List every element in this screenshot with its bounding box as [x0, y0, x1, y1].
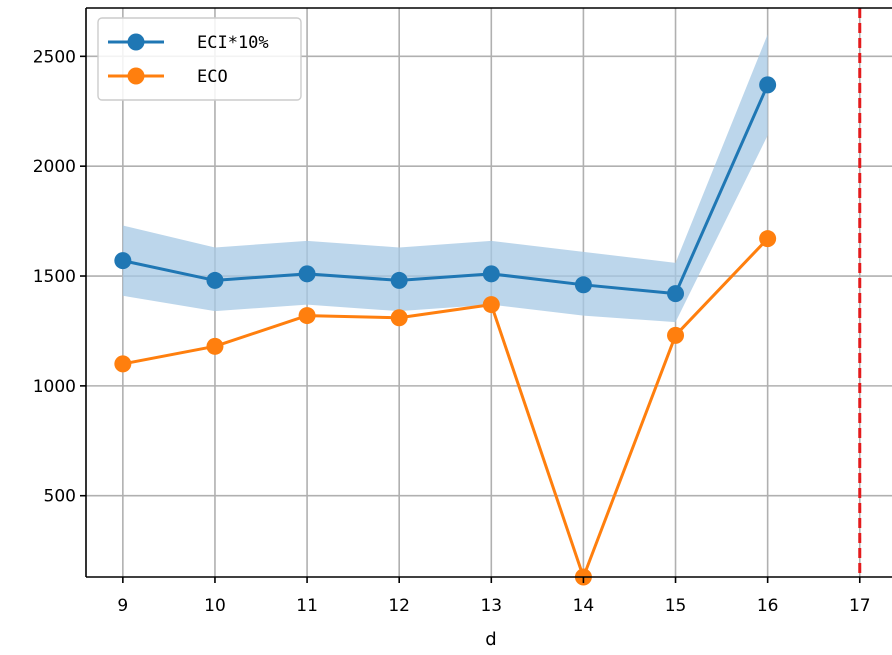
data-point — [667, 285, 685, 303]
x-tick-label: 14 — [573, 596, 595, 616]
series-line — [122, 237, 769, 579]
series-line — [122, 84, 770, 296]
tick-labels: 9 10 11 12 13 14 15 16 17 500 1000 1500 2000 2500 — [33, 47, 871, 616]
data-point — [298, 265, 316, 283]
legend-marker — [127, 33, 145, 51]
confidence-bands — [122, 34, 768, 323]
x-tick-label: 13 — [480, 596, 502, 616]
legend: ECI*10% ECO — [97, 17, 302, 101]
data-point — [482, 296, 500, 314]
x-tick-label: 16 — [757, 596, 779, 616]
data-point — [759, 230, 777, 248]
x-tick-label: 15 — [665, 596, 687, 616]
data-point — [206, 271, 224, 289]
x-tick-label: 11 — [296, 596, 318, 616]
x-tick-label: 12 — [388, 596, 410, 616]
x-tick-label: 10 — [204, 596, 226, 616]
y-tick-label: 1500 — [33, 267, 76, 287]
data-point — [482, 265, 500, 283]
x-axis-label: d — [485, 629, 496, 650]
data-point — [114, 355, 132, 373]
data-point — [298, 307, 316, 325]
data-point — [114, 252, 132, 270]
legend-label: ECI*10% — [197, 33, 269, 53]
data-point — [667, 326, 685, 344]
data-point — [390, 309, 408, 327]
y-tick-label: 1000 — [33, 377, 76, 397]
data-point — [390, 271, 408, 289]
legend-marker — [127, 67, 145, 85]
data-point — [574, 276, 592, 294]
data-point — [759, 76, 777, 94]
y-tick-label: 2500 — [33, 47, 76, 67]
axes — [80, 7, 892, 583]
x-tick-label: 9 — [117, 596, 128, 616]
data-point — [206, 337, 224, 355]
legend-label: ECO — [197, 67, 228, 87]
x-tick-label: 17 — [849, 596, 871, 616]
legend-box — [97, 17, 302, 101]
y-tick-label: 2000 — [33, 157, 76, 177]
series-layer — [114, 76, 777, 586]
y-tick-label: 500 — [44, 487, 76, 507]
confidence-band — [122, 34, 768, 323]
